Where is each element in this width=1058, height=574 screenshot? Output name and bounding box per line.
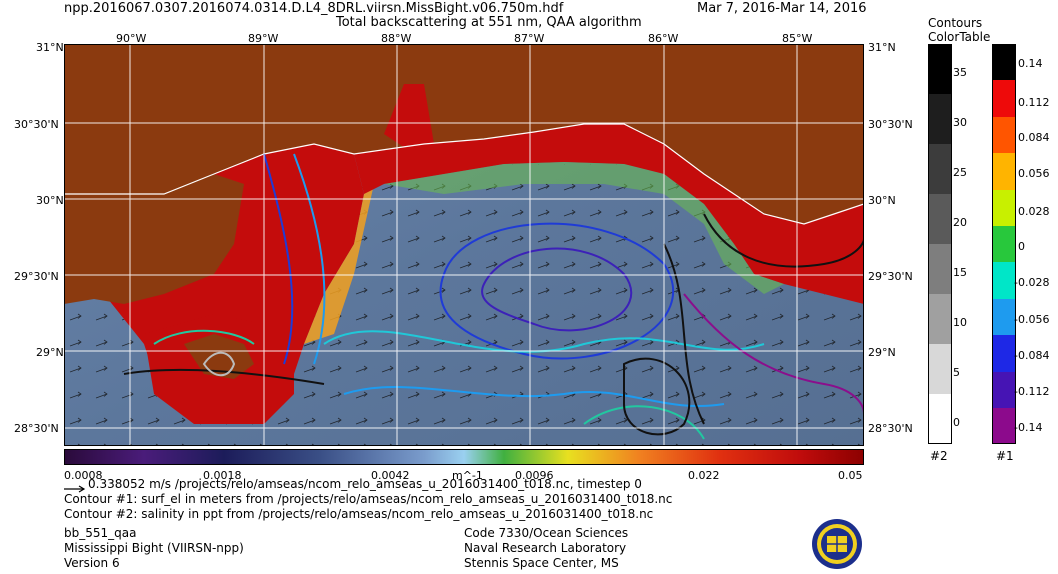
lat-label-right: 29°30'N <box>868 270 913 283</box>
colorbar-unit: m^-1 <box>452 469 483 482</box>
contour-line <box>481 247 633 332</box>
lat-label-left: 30°30'N <box>14 118 59 131</box>
lat-label-right: 31°N <box>868 41 896 54</box>
contour-line <box>153 329 255 345</box>
lat-label-left: 29°30'N <box>14 270 59 283</box>
contour1-label: #1 <box>996 449 1014 463</box>
product-subtitle: Total backscattering at 551 nm, QAA algo… <box>336 15 642 30</box>
product-name: bb_551_qaa <box>64 526 137 540</box>
colorbar-tick: 0.05 <box>838 469 863 482</box>
lon-label-top: 87°W <box>514 32 545 45</box>
lat-label-left: 30°N <box>36 194 64 207</box>
contour1-colorbar <box>992 44 1016 444</box>
contour-line <box>202 351 236 377</box>
backscatter-colorbar <box>64 449 864 465</box>
backscatter-map <box>64 44 864 446</box>
colorbar-tick: 0.0096 <box>515 469 554 482</box>
legend-title-contours: Contours <box>928 16 983 30</box>
contour2-tick: 20 <box>953 216 967 229</box>
contour2-tick: 30 <box>953 116 967 129</box>
contour-line <box>439 222 674 360</box>
contour2-description: Contour #2: salinity in ppt from /projec… <box>64 507 654 521</box>
lat-label-right: 28°30'N <box>868 422 913 435</box>
contour2-tick: 10 <box>953 316 967 329</box>
contour-line <box>663 243 705 425</box>
turbid-coastal-fringe <box>384 162 784 294</box>
contour1-tick: 0 <box>1018 240 1025 253</box>
lon-label-top: 89°W <box>248 32 279 45</box>
lon-label-top: 85°W <box>782 32 813 45</box>
contour1-tick: -0.056 <box>1014 313 1050 326</box>
contour-line <box>293 153 326 365</box>
louisiana-marsh <box>64 174 244 304</box>
date-range: Mar 7, 2016-Mar 14, 2016 <box>697 1 867 16</box>
contour1-tick: 0.112 <box>1018 96 1050 109</box>
colorbar-tick: 0.0042 <box>371 469 410 482</box>
contour1-tick: 0.084 <box>1018 131 1050 144</box>
contour2-label: #2 <box>930 449 948 463</box>
lat-label-right: 30°30'N <box>868 118 913 131</box>
contour2-tick: 15 <box>953 266 967 279</box>
contour1-description: Contour #1: surf_el in meters from /proj… <box>64 492 673 506</box>
coastline <box>64 123 864 225</box>
vector-scale-text: 0.338052 m/s /projects/relo/amseas/ncom_… <box>88 477 642 491</box>
contour1-tick: -0.112 <box>1014 385 1050 398</box>
lat-label-left: 28°30'N <box>14 422 59 435</box>
turbid-plume-edge <box>304 184 374 344</box>
lon-label-top: 86°W <box>648 32 679 45</box>
contour1-tick: 0.028 <box>1018 205 1050 218</box>
org-name: Naval Research Laboratory <box>464 541 627 555</box>
org-code: Code 7330/Ocean Sciences <box>464 526 629 540</box>
contour-line <box>263 153 294 365</box>
version-label: Version 6 <box>64 556 120 570</box>
contour1-tick: -0.084 <box>1014 349 1050 362</box>
contour-line <box>123 368 325 385</box>
contour2-tick: 5 <box>953 366 960 379</box>
lon-label-top: 90°W <box>116 32 147 45</box>
colorbar-tick: 0.0008 <box>64 469 103 482</box>
lat-label-left: 31°N <box>36 41 64 54</box>
contour2-tick: 25 <box>953 166 967 179</box>
lat-label-left: 29°N <box>36 346 64 359</box>
lon-label-top: 88°W <box>381 32 412 45</box>
contour-line <box>343 385 725 408</box>
contour-line <box>323 330 765 353</box>
contour2-colorbar <box>928 44 952 444</box>
colorbar-gradient <box>64 449 864 465</box>
delta-land <box>184 334 254 379</box>
contour1-tick: -0.028 <box>1014 276 1050 289</box>
vector-scale-arrow-icon <box>64 479 86 493</box>
contour2-tick: 35 <box>953 66 967 79</box>
legend-title-colortable: ColorTable <box>928 30 991 44</box>
nrl-seal-logo <box>811 518 863 570</box>
contour1-tick: -0.14 <box>1014 421 1043 434</box>
contour-line <box>623 357 691 436</box>
graticule <box>64 44 864 446</box>
org-location: Stennis Space Center, MS <box>464 556 619 570</box>
colorbar-tick: 0.0018 <box>203 469 242 482</box>
contour1-tick: 0.056 <box>1018 167 1050 180</box>
contour2-tick: 0 <box>953 416 960 429</box>
product-filename: npp.2016067.0307.2016074.0314.D.L4_8DRL.… <box>64 1 564 16</box>
contour1-tick: 0.14 <box>1018 57 1043 70</box>
turbid-coastal-band <box>354 124 864 304</box>
contour-line <box>703 213 864 268</box>
contour-line <box>683 293 864 415</box>
lat-label-right: 30°N <box>868 194 896 207</box>
lat-label-right: 29°N <box>868 346 896 359</box>
colorbar-tick: 0.022 <box>688 469 720 482</box>
region-name: Mississippi Bight (VIIRSN-npp) <box>64 541 244 555</box>
